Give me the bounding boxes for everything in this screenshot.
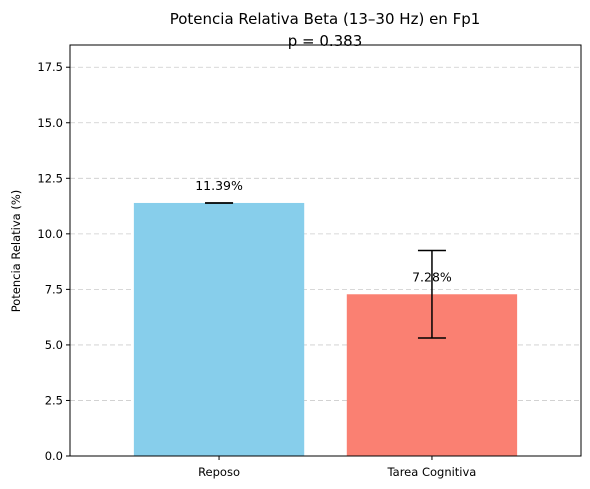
data-label: 7.28% xyxy=(412,269,452,284)
y-tick-label: 15.0 xyxy=(37,116,63,130)
y-tick-label: 7.5 xyxy=(45,282,63,296)
y-tick-label: 5.0 xyxy=(45,338,63,352)
bar xyxy=(133,202,305,456)
bars xyxy=(133,202,518,456)
x-tick-label: Tarea Cognitiva xyxy=(387,465,477,479)
y-tick-label: 12.5 xyxy=(37,171,63,185)
y-tick-label: 10.0 xyxy=(37,227,63,241)
chart-title: Potencia Relativa Beta (13–30 Hz) en Fp1 xyxy=(170,10,481,28)
data-labels: 11.39% 7.28% xyxy=(195,178,452,284)
error-bars xyxy=(205,202,446,339)
chart-subtitle: p = 0.383 xyxy=(288,32,363,50)
y-tick-label: 17.5 xyxy=(37,60,63,74)
x-tick-label: Reposo xyxy=(198,465,240,479)
y-axis-label: Potencia Relativa (%) xyxy=(9,190,23,313)
y-axis-ticks: 0.0 2.5 5.0 7.5 10.0 12.5 15.0 17.5 xyxy=(37,60,70,463)
x-axis-ticks: Reposo Tarea Cognitiva xyxy=(198,456,476,479)
y-tick-label: 2.5 xyxy=(45,393,63,407)
y-tick-label: 0.0 xyxy=(45,449,63,463)
plot-frame xyxy=(69,44,582,457)
data-label: 11.39% xyxy=(195,178,243,193)
